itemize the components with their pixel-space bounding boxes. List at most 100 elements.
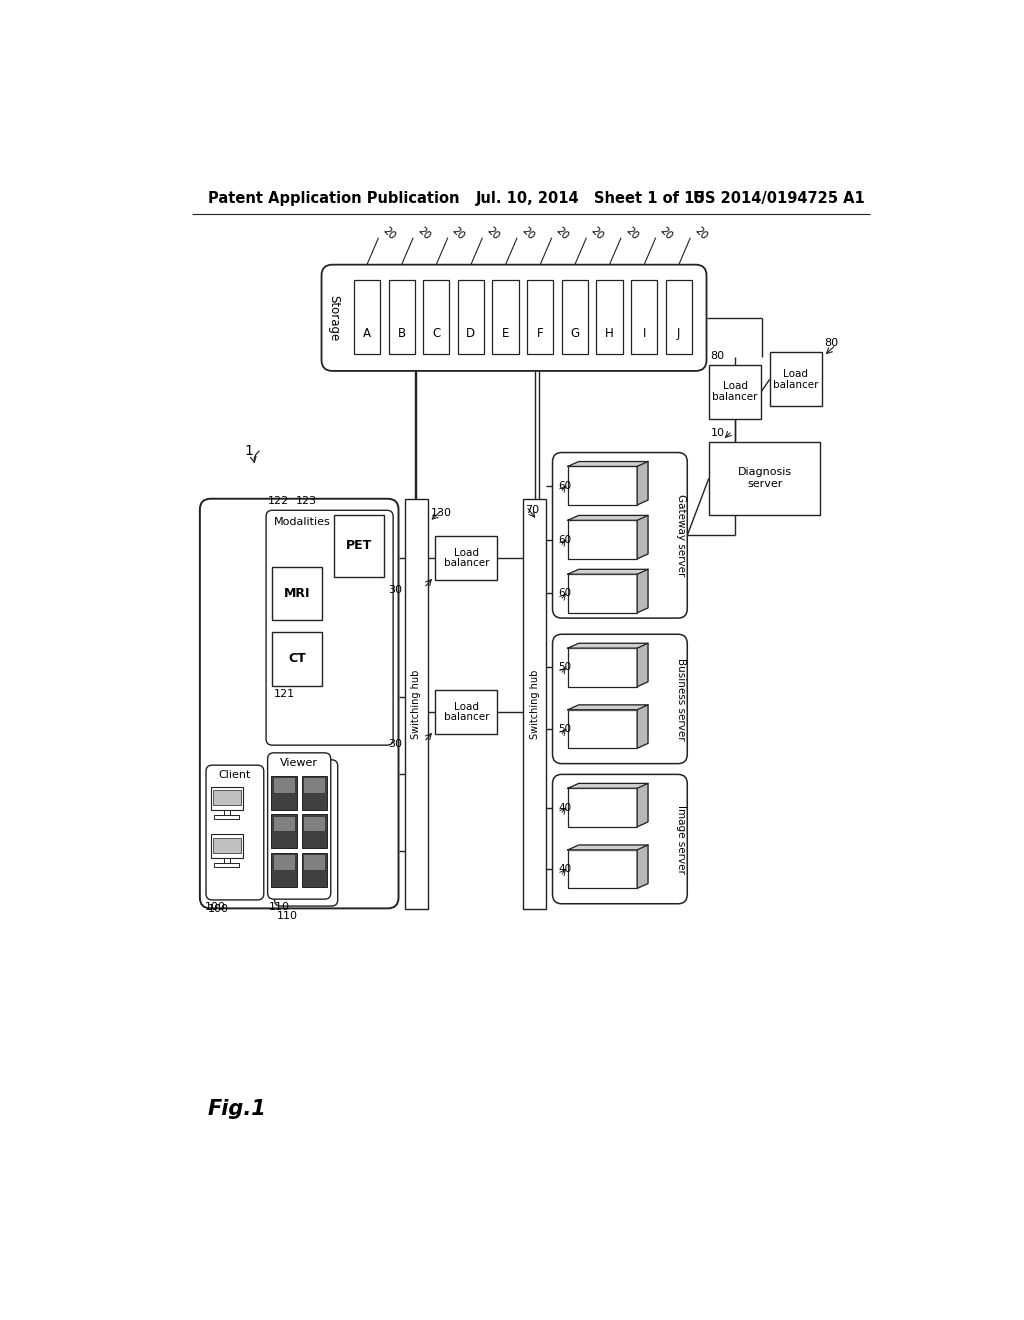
FancyBboxPatch shape bbox=[553, 453, 687, 618]
Bar bbox=[527, 280, 553, 354]
Bar bbox=[334, 515, 384, 577]
Text: 30: 30 bbox=[388, 739, 401, 748]
Text: 121: 121 bbox=[273, 689, 295, 698]
Text: 20: 20 bbox=[451, 226, 467, 242]
Text: 100: 100 bbox=[208, 904, 228, 915]
Bar bbox=[568, 850, 637, 888]
Text: 20: 20 bbox=[658, 226, 675, 242]
Text: 20: 20 bbox=[519, 226, 536, 242]
Bar bbox=[709, 442, 820, 515]
Text: 60: 60 bbox=[559, 480, 571, 491]
Text: G: G bbox=[570, 327, 580, 339]
Text: 123: 123 bbox=[295, 496, 316, 506]
Text: Storage: Storage bbox=[328, 294, 340, 341]
Bar bbox=[271, 776, 297, 810]
Bar bbox=[303, 854, 326, 870]
Bar bbox=[271, 853, 297, 887]
FancyBboxPatch shape bbox=[274, 760, 338, 906]
Polygon shape bbox=[568, 515, 648, 520]
Text: Modalities: Modalities bbox=[274, 517, 331, 527]
Text: Gateway server: Gateway server bbox=[676, 494, 686, 577]
Text: 80: 80 bbox=[711, 351, 725, 360]
Bar bbox=[211, 834, 243, 858]
Polygon shape bbox=[637, 705, 648, 748]
Bar bbox=[423, 280, 450, 354]
Text: A: A bbox=[362, 327, 371, 339]
Text: I: I bbox=[642, 327, 646, 339]
Polygon shape bbox=[568, 643, 648, 648]
FancyBboxPatch shape bbox=[553, 775, 687, 904]
Bar bbox=[568, 466, 637, 506]
Text: J: J bbox=[677, 327, 681, 339]
Bar bbox=[562, 280, 588, 354]
Text: 20: 20 bbox=[381, 226, 397, 242]
Text: D: D bbox=[466, 327, 475, 339]
Text: C: C bbox=[432, 327, 440, 339]
Bar bbox=[273, 777, 295, 793]
Text: 70: 70 bbox=[524, 504, 539, 515]
Bar bbox=[213, 789, 241, 805]
Polygon shape bbox=[637, 845, 648, 888]
Text: Load: Load bbox=[783, 370, 808, 379]
Text: 60: 60 bbox=[559, 535, 571, 545]
FancyBboxPatch shape bbox=[200, 499, 398, 908]
Text: Load: Load bbox=[454, 548, 479, 557]
Text: Client: Client bbox=[219, 770, 251, 780]
Text: 130: 130 bbox=[431, 508, 452, 517]
Text: Fig.1: Fig.1 bbox=[208, 1100, 266, 1119]
Bar bbox=[631, 280, 657, 354]
Polygon shape bbox=[637, 783, 648, 826]
Bar bbox=[568, 520, 637, 558]
Text: 20: 20 bbox=[554, 226, 570, 242]
Text: F: F bbox=[537, 327, 544, 339]
Bar bbox=[301, 853, 327, 887]
Bar bbox=[273, 854, 295, 870]
Text: 40: 40 bbox=[559, 803, 571, 813]
Bar bbox=[458, 280, 484, 354]
Text: B: B bbox=[397, 327, 406, 339]
FancyBboxPatch shape bbox=[266, 511, 393, 744]
Bar bbox=[596, 280, 623, 354]
Text: Switching hub: Switching hub bbox=[412, 669, 421, 739]
Text: balancer: balancer bbox=[443, 558, 489, 569]
Polygon shape bbox=[637, 515, 648, 558]
Bar bbox=[223, 858, 230, 863]
Bar bbox=[273, 816, 295, 832]
Bar bbox=[493, 280, 518, 354]
Text: Diagnosis: Diagnosis bbox=[737, 467, 792, 477]
Bar bbox=[303, 777, 326, 793]
Bar bbox=[213, 837, 241, 853]
Polygon shape bbox=[568, 462, 648, 466]
FancyBboxPatch shape bbox=[267, 752, 331, 899]
Text: H: H bbox=[605, 327, 613, 339]
Bar bbox=[211, 787, 243, 810]
Polygon shape bbox=[568, 783, 648, 788]
Bar bbox=[435, 536, 497, 581]
Bar bbox=[404, 499, 428, 909]
Text: Viewer: Viewer bbox=[281, 758, 318, 768]
Bar bbox=[568, 788, 637, 826]
Text: Load: Load bbox=[723, 381, 748, 391]
Polygon shape bbox=[568, 705, 648, 710]
Text: Switching hub: Switching hub bbox=[529, 669, 540, 739]
FancyBboxPatch shape bbox=[206, 766, 264, 900]
Bar bbox=[709, 364, 761, 418]
Polygon shape bbox=[637, 462, 648, 506]
Text: 30: 30 bbox=[388, 585, 401, 594]
Bar bbox=[523, 499, 547, 909]
Bar bbox=[568, 710, 637, 748]
Text: 50: 50 bbox=[559, 723, 571, 734]
Text: 20: 20 bbox=[416, 226, 432, 242]
Text: 20: 20 bbox=[692, 226, 709, 242]
Text: 50: 50 bbox=[559, 663, 571, 672]
Text: Business server: Business server bbox=[676, 657, 686, 741]
Bar bbox=[770, 352, 822, 407]
Polygon shape bbox=[568, 569, 648, 574]
Text: E: E bbox=[502, 327, 509, 339]
Text: PET: PET bbox=[346, 539, 372, 552]
Text: server: server bbox=[746, 479, 782, 490]
Text: 40: 40 bbox=[559, 865, 571, 874]
Bar bbox=[272, 632, 323, 686]
Bar bbox=[354, 280, 380, 354]
FancyBboxPatch shape bbox=[553, 635, 687, 763]
